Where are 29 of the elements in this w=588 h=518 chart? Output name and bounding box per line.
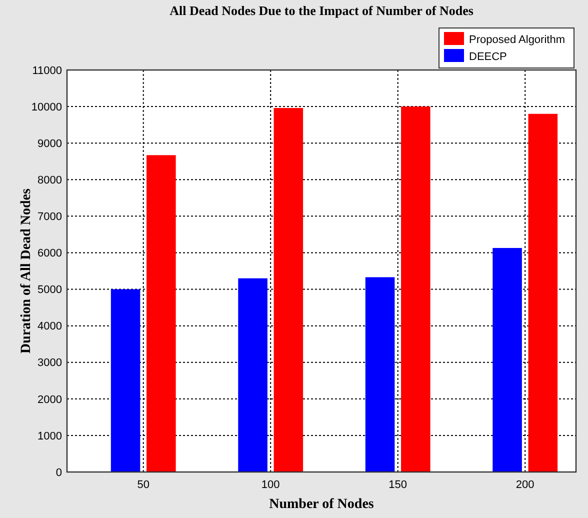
bar [110,289,140,472]
y-tick-label: 0 [56,466,62,479]
y-tick-label: 11000 [32,64,62,77]
y-tick-label: 3000 [38,357,62,370]
y-axis-title: Duration of All Dead Nodes [19,188,34,354]
bar [274,108,304,472]
bar [146,155,176,472]
y-tick-label: 9000 [38,138,62,150]
bar [492,248,522,472]
bar [238,278,268,472]
bar [401,106,430,472]
bar [528,114,558,472]
x-tick-label: 150 [388,479,408,491]
y-tick-label: 5000 [38,284,62,296]
bar [365,277,395,472]
chart-title: All Dead Nodes Due to the Impact of Number of Nodes [170,3,474,18]
y-tick-label: 10000 [31,101,62,114]
x-tick-label: 100 [261,479,280,491]
x-axis-title: Number of Nodes [269,497,374,512]
legend-label: Proposed Algorithm [469,34,565,46]
y-tick-label: 8000 [38,174,62,186]
y-tick-label: 4000 [38,320,62,333]
x-tick-label: 50 [137,479,150,491]
legend-label: DEECP [469,50,507,63]
y-tick-label: 1000 [38,430,62,442]
y-tick-label: 2000 [38,394,62,406]
y-tick-label: 7000 [38,211,62,224]
x-tick-label: 200 [516,479,534,491]
y-tick-label: 6000 [38,248,62,260]
